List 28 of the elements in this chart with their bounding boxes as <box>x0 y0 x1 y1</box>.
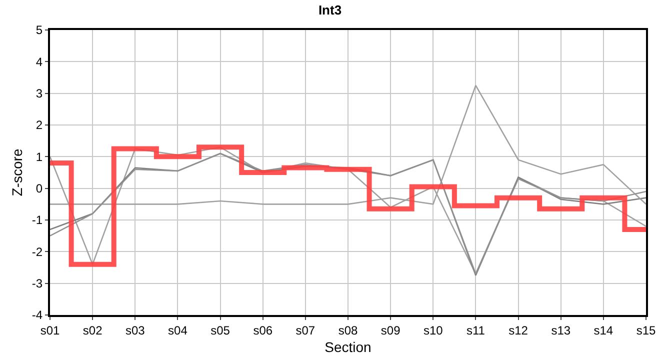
x-tick-label: s01 <box>40 323 60 338</box>
y-tick-label: -2 <box>32 244 43 259</box>
x-axis-title: Section <box>324 339 372 356</box>
x-tick-label: s09 <box>380 323 401 338</box>
x-tick-label: s06 <box>253 323 273 338</box>
x-tick-label: s13 <box>551 323 571 338</box>
x-tick-label: s12 <box>508 323 528 338</box>
x-tick-label: s15 <box>636 323 656 338</box>
x-tick-label: s05 <box>210 323 230 338</box>
y-tick-label: 2 <box>36 118 43 132</box>
x-tick-label: s14 <box>594 323 614 338</box>
x-tick-label: s07 <box>296 323 316 338</box>
x-tick-label: s08 <box>338 323 358 338</box>
y-axis-title: Z-score <box>9 148 26 196</box>
y-tick-label: -1 <box>32 213 43 228</box>
x-tick-label: s03 <box>125 323 146 338</box>
x-tick-label: s04 <box>168 323 188 338</box>
y-tick-label: 3 <box>36 86 43 101</box>
x-tick-label: s02 <box>82 323 103 338</box>
y-tick-label: 4 <box>36 54 43 69</box>
chart-title: Int3 <box>318 2 342 18</box>
y-tick-label: -3 <box>32 276 43 291</box>
x-tick-label: s11 <box>466 323 486 338</box>
y-tick-label: 5 <box>36 23 43 38</box>
y-tick-label: 1 <box>36 150 43 164</box>
x-tick-label: s10 <box>423 323 444 338</box>
y-tick-label: -4 <box>32 308 43 322</box>
y-tick-label: 0 <box>36 182 43 196</box>
